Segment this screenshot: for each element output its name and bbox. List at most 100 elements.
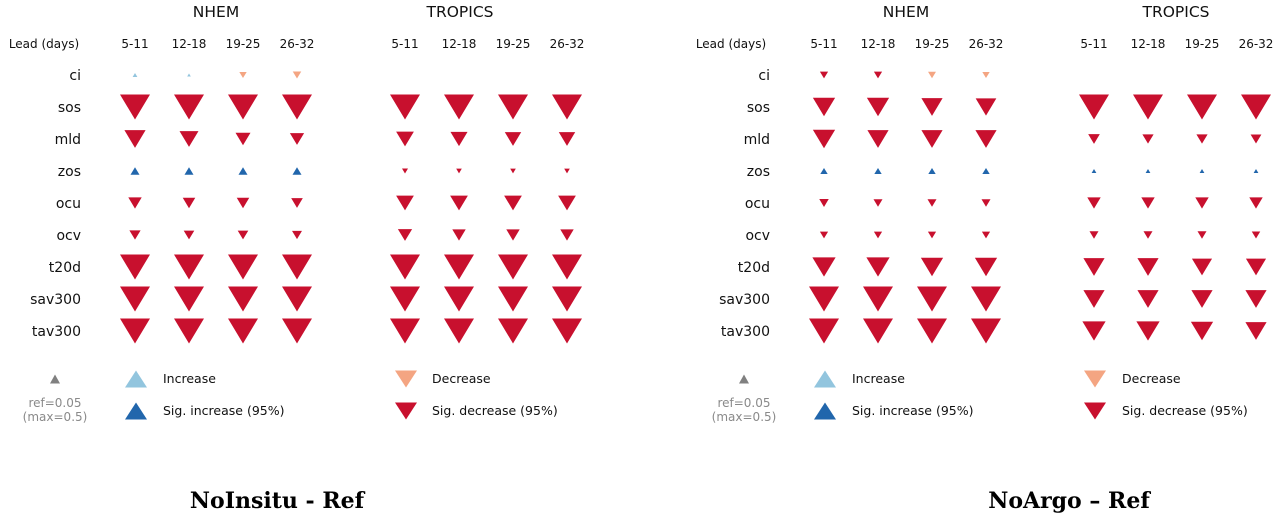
triangle-nhem-sos-19-25 — [228, 94, 258, 120]
legend-sig-decrease-label: Sig. decrease (95%) — [1122, 403, 1248, 418]
triangle-nhem-ci-26-32 — [982, 71, 990, 79]
lead-days-header: Lead (days) — [696, 37, 766, 51]
triangle-nhem-sos-5-11 — [120, 94, 150, 120]
triangle-tropics-ocu-12-18 — [1141, 197, 1155, 209]
max-value-text: (max=0.5) — [23, 410, 88, 424]
triangle-nhem-tav300-12-18 — [863, 318, 893, 344]
triangle-nhem-zos-19-25 — [238, 167, 248, 175]
triangle-nhem-ci-5-11 — [819, 71, 829, 79]
variable-label-sos: sos — [747, 100, 770, 116]
triangle-tropics-t20d-5-11 — [1083, 258, 1105, 276]
triangle-tropics-t20d-12-18 — [1137, 258, 1159, 276]
triangle-nhem-sos-5-11 — [812, 97, 836, 117]
variable-label-t20d: t20d — [738, 260, 770, 276]
legend-increase-label: Increase — [852, 371, 905, 386]
triangle-tropics-ocu-26-32 — [1249, 197, 1263, 209]
triangle-tropics-ocv-19-25 — [506, 229, 520, 241]
triangle-tropics-tav300-12-18 — [1136, 321, 1160, 341]
triangle-nhem-ci-26-32 — [292, 71, 302, 79]
triangle-tropics-ocu-19-25 — [504, 195, 522, 211]
triangle-nhem-zos-19-25 — [928, 167, 936, 175]
triangle-nhem-tav300-26-32 — [282, 318, 312, 344]
triangle-nhem-ci-12-18 — [873, 71, 883, 79]
triangle-tropics-zos-12-18 — [456, 168, 462, 174]
triangle-nhem-sos-12-18 — [174, 94, 204, 120]
triangle-nhem-sav300-12-18 — [174, 286, 204, 312]
triangle-tropics-zos-26-32 — [1253, 169, 1259, 173]
triangle-nhem-ocv-26-32 — [292, 230, 302, 240]
triangle-nhem-tav300-19-25 — [917, 318, 947, 344]
ref-value-text: ref=0.05 — [717, 396, 770, 410]
triangle-tropics-sav300-19-25 — [1191, 290, 1213, 308]
triangle-tropics-mld-19-25 — [1196, 134, 1208, 144]
variable-label-tav300: tav300 — [32, 324, 81, 340]
variable-label-zos: zos — [58, 164, 81, 180]
triangle-nhem-sav300-26-32 — [971, 286, 1001, 312]
triangle-nhem-sos-26-32 — [975, 98, 997, 116]
variable-label-sav300: sav300 — [719, 292, 770, 308]
triangle-tropics-ocv-5-11 — [1089, 231, 1099, 239]
triangle-tropics-tav300-19-25 — [1190, 321, 1214, 341]
lead-label-12-18: 12-18 — [1131, 37, 1166, 51]
panel-caption-2: NoArgo – Ref — [988, 488, 1151, 514]
triangle-tropics-zos-5-11 — [402, 168, 408, 174]
triangle-nhem-ocv-12-18 — [873, 231, 883, 239]
triangle-tropics-sos-12-18 — [444, 94, 474, 120]
legend-sig-decrease-triangle — [395, 402, 417, 420]
triangle-tropics-ocv-26-32 — [560, 229, 574, 241]
lead-label-19-25: 19-25 — [496, 37, 531, 51]
variable-label-sav300: sav300 — [30, 292, 81, 308]
lead-label-12-18: 12-18 — [442, 37, 477, 51]
variable-label-ci: ci — [69, 68, 81, 84]
triangle-tropics-mld-5-11 — [1088, 134, 1100, 144]
ref-value-text: ref=0.05 — [28, 396, 81, 410]
lead-label-19-25: 19-25 — [915, 37, 950, 51]
variable-label-ocu: ocu — [745, 196, 770, 212]
triangle-nhem-mld-5-11 — [812, 129, 836, 149]
triangle-nhem-tav300-5-11 — [809, 318, 839, 344]
lead-label-5-11: 5-11 — [121, 37, 148, 51]
triangle-tropics-tav300-26-32 — [552, 318, 582, 344]
triangle-tropics-zos-12-18 — [1145, 169, 1151, 173]
triangle-nhem-ocv-5-11 — [129, 230, 141, 240]
triangle-nhem-t20d-19-25 — [920, 257, 944, 277]
lead-days-header: Lead (days) — [9, 37, 79, 51]
triangle-tropics-ocu-26-32 — [558, 195, 576, 211]
triangle-tropics-mld-5-11 — [396, 131, 414, 147]
variable-label-mld: mld — [744, 132, 770, 148]
triangle-tropics-sav300-5-11 — [1083, 290, 1105, 308]
lead-label-5-11: 5-11 — [810, 37, 837, 51]
triangle-nhem-tav300-12-18 — [174, 318, 204, 344]
panel-1: Lead (days) ci sos mld zos ocu ocv t20d sav300 ta… — [9, 3, 585, 514]
triangle-nhem-zos-26-32 — [982, 167, 990, 175]
legend-sig-decrease-triangle — [1084, 402, 1106, 420]
triangle-tropics-sos-26-32 — [552, 94, 582, 120]
legend-increase-label: Increase — [163, 371, 216, 386]
lead-label-19-25: 19-25 — [226, 37, 261, 51]
max-value-text: (max=0.5) — [712, 410, 777, 424]
triangle-nhem-tav300-19-25 — [228, 318, 258, 344]
triangle-nhem-tav300-5-11 — [120, 318, 150, 344]
triangle-nhem-mld-19-25 — [921, 130, 943, 148]
triangle-tropics-tav300-26-32 — [1245, 322, 1267, 340]
triangle-nhem-sos-26-32 — [282, 94, 312, 120]
triangle-tropics-ocu-5-11 — [1087, 197, 1101, 209]
triangle-tropics-t20d-5-11 — [390, 254, 420, 280]
triangle-tropics-t20d-19-25 — [498, 254, 528, 280]
triangle-tropics-t20d-26-32 — [552, 254, 582, 280]
variable-label-ci: ci — [758, 68, 770, 84]
triangle-nhem-ocv-12-18 — [183, 230, 195, 240]
ref-size-triangle — [50, 374, 60, 384]
variable-label-mld: mld — [55, 132, 81, 148]
triangle-tropics-tav300-12-18 — [444, 318, 474, 344]
triangle-tropics-sav300-12-18 — [1137, 290, 1159, 308]
triangle-nhem-ci-19-25 — [239, 71, 247, 79]
lead-label-19-25: 19-25 — [1185, 37, 1220, 51]
legend-decrease-triangle — [1084, 370, 1106, 388]
triangle-nhem-zos-26-32 — [292, 167, 302, 175]
legend-increase-triangle — [125, 370, 147, 388]
triangle-tropics-sav300-12-18 — [444, 286, 474, 312]
triangle-tropics-ocv-5-11 — [397, 229, 413, 241]
variable-label-ocu: ocu — [56, 196, 81, 212]
